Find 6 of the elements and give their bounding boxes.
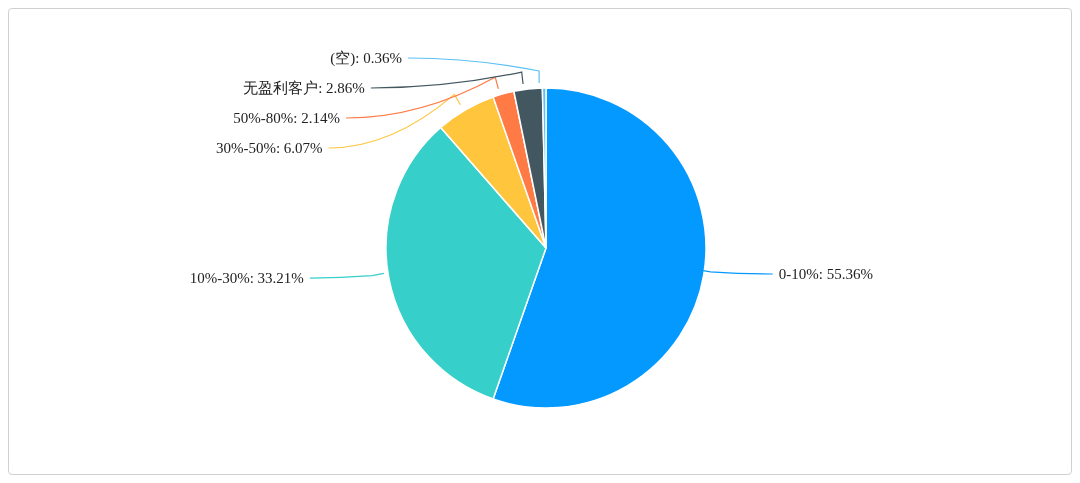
slice-label: 0-10%: 55.36% [778, 266, 873, 283]
slice-label: 50%-80%: 2.14% [233, 110, 340, 127]
slice-label: 10%-30%: 33.21% [189, 270, 304, 287]
slice-label: 30%-50%: 6.07% [215, 140, 323, 157]
slice-label: 无盈利客户: 2.86% [243, 80, 365, 97]
slice-label: (空): 0.36% [330, 50, 402, 68]
